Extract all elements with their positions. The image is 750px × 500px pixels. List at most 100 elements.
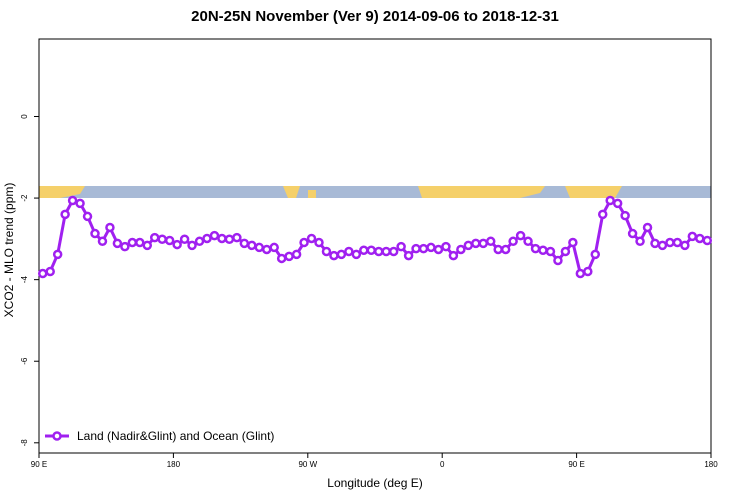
x-tick-label: 90 E: [31, 460, 47, 469]
data-point: [493, 244, 503, 255]
data-point: [597, 209, 608, 220]
data-point: [336, 249, 347, 260]
x-axis-label: Longitude (deg E): [327, 476, 422, 490]
data-point: [702, 235, 713, 246]
data-point: [523, 236, 533, 247]
data-point: [366, 245, 377, 256]
data-point: [411, 243, 421, 254]
data-point: [508, 236, 518, 247]
data-point: [202, 233, 212, 244]
data-point: [590, 249, 601, 260]
data-point: [157, 234, 167, 245]
y-tick-label: -6: [20, 357, 29, 365]
y-tick-label: -2: [20, 194, 29, 202]
data-point: [232, 232, 242, 243]
data-point: [627, 228, 638, 239]
data-point: [60, 209, 70, 220]
data-point: [650, 238, 660, 249]
data-point: [187, 240, 197, 251]
data-point: [82, 211, 93, 222]
data-point: [127, 237, 138, 248]
data-point: [284, 251, 294, 262]
data-point: [329, 250, 339, 261]
x-tick-label: 90 E: [568, 460, 584, 469]
data-point: [105, 222, 115, 233]
data-point: [224, 234, 235, 245]
data-point: [321, 246, 332, 257]
data-point: [441, 241, 451, 252]
data-point: [695, 233, 705, 244]
data-point: [135, 237, 145, 248]
data-point: [635, 236, 645, 247]
data-point: [276, 253, 287, 264]
data-point: [687, 231, 698, 242]
data-point: [448, 250, 459, 261]
data-point: [52, 249, 63, 260]
data-point: [500, 244, 511, 255]
data-point: [680, 240, 690, 251]
data-point: [612, 198, 623, 209]
data-point: [426, 242, 436, 253]
x-tick-label: 90 W: [298, 460, 317, 469]
data-point: [373, 246, 384, 257]
data-point: [515, 230, 526, 241]
data-point: [217, 233, 227, 244]
data-point: [665, 237, 675, 248]
data-point: [433, 244, 444, 255]
data-point: [90, 228, 100, 239]
data-point: [142, 240, 153, 251]
legend-marker: [52, 431, 62, 441]
data-point: [306, 233, 317, 244]
data-point: [172, 239, 182, 250]
x-tick-label: 0: [440, 460, 445, 469]
data-point: [351, 249, 362, 260]
data-point: [75, 198, 85, 209]
data-point: [179, 234, 190, 245]
data-point: [620, 210, 630, 221]
series-line: [42, 198, 708, 276]
data-point: [291, 249, 302, 260]
legend-label: Land (Nadir&Glint) and Ocean (Glint): [77, 429, 274, 443]
data-point: [239, 238, 250, 249]
chart-title: 20N-25N November (Ver 9) 2014-09-06 to 2…: [191, 8, 559, 25]
data-point: [553, 255, 563, 266]
data-point: [299, 237, 309, 248]
data-point: [568, 237, 578, 248]
data-point: [261, 244, 272, 255]
data-point: [359, 245, 369, 256]
y-axis-label: XCO2 - MLO trend (ppm): [2, 183, 16, 318]
data-point: [463, 240, 474, 251]
data-point: [194, 236, 205, 247]
plot-frame: [38, 38, 712, 454]
data-point: [388, 246, 399, 257]
data-point: [396, 241, 406, 252]
data-point: [247, 240, 257, 251]
data-point: [381, 246, 391, 257]
x-tick-label: 180: [704, 460, 718, 469]
map-strip: [39, 186, 711, 198]
data-point: [120, 241, 130, 252]
data-point: [642, 222, 653, 233]
data-point: [164, 235, 175, 246]
data-point: [67, 195, 78, 206]
data-point: [478, 238, 489, 249]
data-point: [560, 246, 571, 257]
y-tick-label: -4: [20, 276, 29, 284]
data-point: [672, 237, 683, 248]
data-point: [97, 236, 108, 247]
data-point: [456, 244, 466, 255]
data-point: [269, 242, 279, 253]
data-point: [575, 268, 586, 279]
y-tick-label: -8: [20, 439, 29, 447]
data-point: [37, 268, 48, 279]
data-point: [545, 246, 556, 257]
data-point: [530, 243, 541, 254]
data-point: [538, 245, 548, 256]
data-point: [403, 250, 414, 261]
data-point: [605, 195, 615, 206]
data-point: [657, 240, 668, 251]
data-point: [314, 237, 324, 248]
data-point: [149, 232, 160, 243]
data-point: [418, 243, 429, 254]
data-point: [471, 238, 481, 249]
